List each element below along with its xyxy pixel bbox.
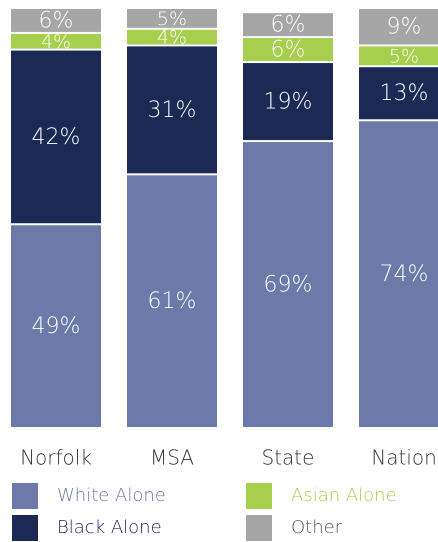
legend-label: White Alone: [57, 485, 166, 506]
legend-swatch: [12, 483, 38, 509]
data-label: 9%: [387, 15, 422, 40]
bar-segment: [11, 33, 101, 49]
bar-segment: [359, 9, 438, 45]
bar-segment: [127, 175, 217, 427]
data-label: 19%: [264, 90, 313, 115]
legend-swatch: [246, 515, 272, 541]
x-tick-label: MSA: [150, 446, 194, 470]
bar-segment: [359, 67, 438, 120]
data-label: 6%: [271, 38, 306, 63]
bar-segment: [243, 63, 333, 141]
data-label: 6%: [39, 8, 74, 33]
legend-label: Black Alone: [57, 517, 162, 538]
data-label: 74%: [380, 262, 429, 287]
bar-segment: [11, 225, 101, 427]
bar-segment: [127, 29, 217, 45]
bar-segment: [359, 46, 438, 66]
data-label: 6%: [271, 13, 306, 38]
bar-segment: [127, 9, 217, 28]
bar-segment: [243, 38, 333, 62]
bar-segment: [127, 46, 217, 174]
data-label: 69%: [264, 273, 313, 298]
legend-label: Other: [291, 517, 343, 538]
x-tick-label: State: [262, 446, 315, 470]
data-label: 31%: [148, 98, 197, 123]
legend-swatch: [246, 483, 272, 509]
data-label: 5%: [157, 8, 187, 30]
data-label: 4%: [41, 31, 71, 53]
legend-label: Asian Alone: [291, 485, 397, 506]
data-label: 4%: [157, 27, 187, 49]
data-label: 49%: [32, 314, 81, 339]
bar-segment: [243, 13, 333, 37]
bar-segment: [11, 9, 101, 32]
x-tick-label: Norfolk: [20, 446, 92, 470]
data-label: 61%: [148, 289, 197, 314]
data-label: 42%: [32, 125, 81, 150]
bar-segment: [359, 121, 438, 428]
bar-segment: [243, 142, 333, 427]
legend-swatch: [12, 515, 38, 541]
x-tick-label: Nation: [371, 446, 437, 470]
data-label: 5%: [389, 45, 419, 67]
data-label: 13%: [380, 81, 429, 106]
bar-segment: [11, 50, 101, 224]
